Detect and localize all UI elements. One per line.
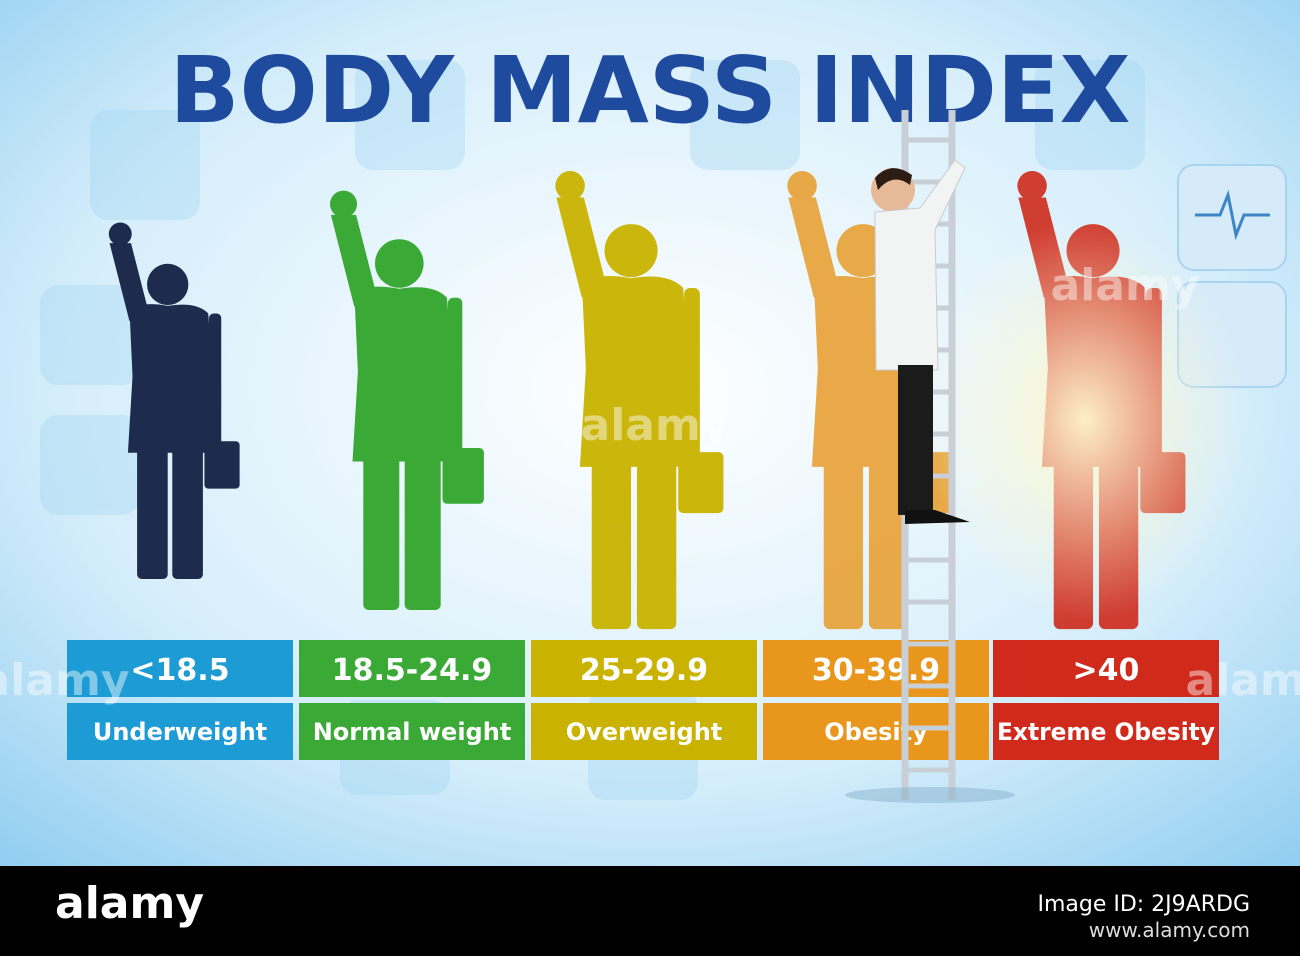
bmi-range: >40 [1073,653,1140,688]
label-cell [67,703,293,760]
bmi-label: Overweight [566,718,723,746]
title: BODY MASS INDEX [169,37,1130,144]
range-cell [299,640,525,697]
label-cell [993,703,1219,760]
label-cell [531,703,757,760]
image-id: Image ID: 2J9ARDG [1037,892,1250,917]
watermark: alamy [1186,655,1300,706]
image-url: www.alamy.com [1089,918,1250,942]
footer-logo: alamy [55,878,204,929]
glow [925,220,1245,620]
shadow [845,787,1015,803]
bmi-label: Underweight [93,718,267,746]
bmi-range: 18.5-24.9 [332,653,493,688]
bmi-range: 30-39.9 [812,653,940,688]
range-cell [993,640,1219,697]
bmi-label: Obesity [824,718,928,746]
doctor [871,159,970,524]
bmi-range: <18.5 [130,653,229,688]
footer-bar [0,866,1300,956]
watermark: alamy [1051,260,1200,311]
bmi-range: 25-29.9 [580,653,708,688]
watermark: alamy [581,400,730,451]
bmi-label: Extreme Obesity [997,718,1215,746]
range-cell [67,640,293,697]
label-cell [299,703,525,760]
watermark: alamy [0,655,130,706]
bmi-table: <18.5 Underweight 18.5-24.9 Normal weight 25… [67,640,1219,760]
range-cell [531,640,757,697]
bmi-label: Normal weight [313,718,512,746]
